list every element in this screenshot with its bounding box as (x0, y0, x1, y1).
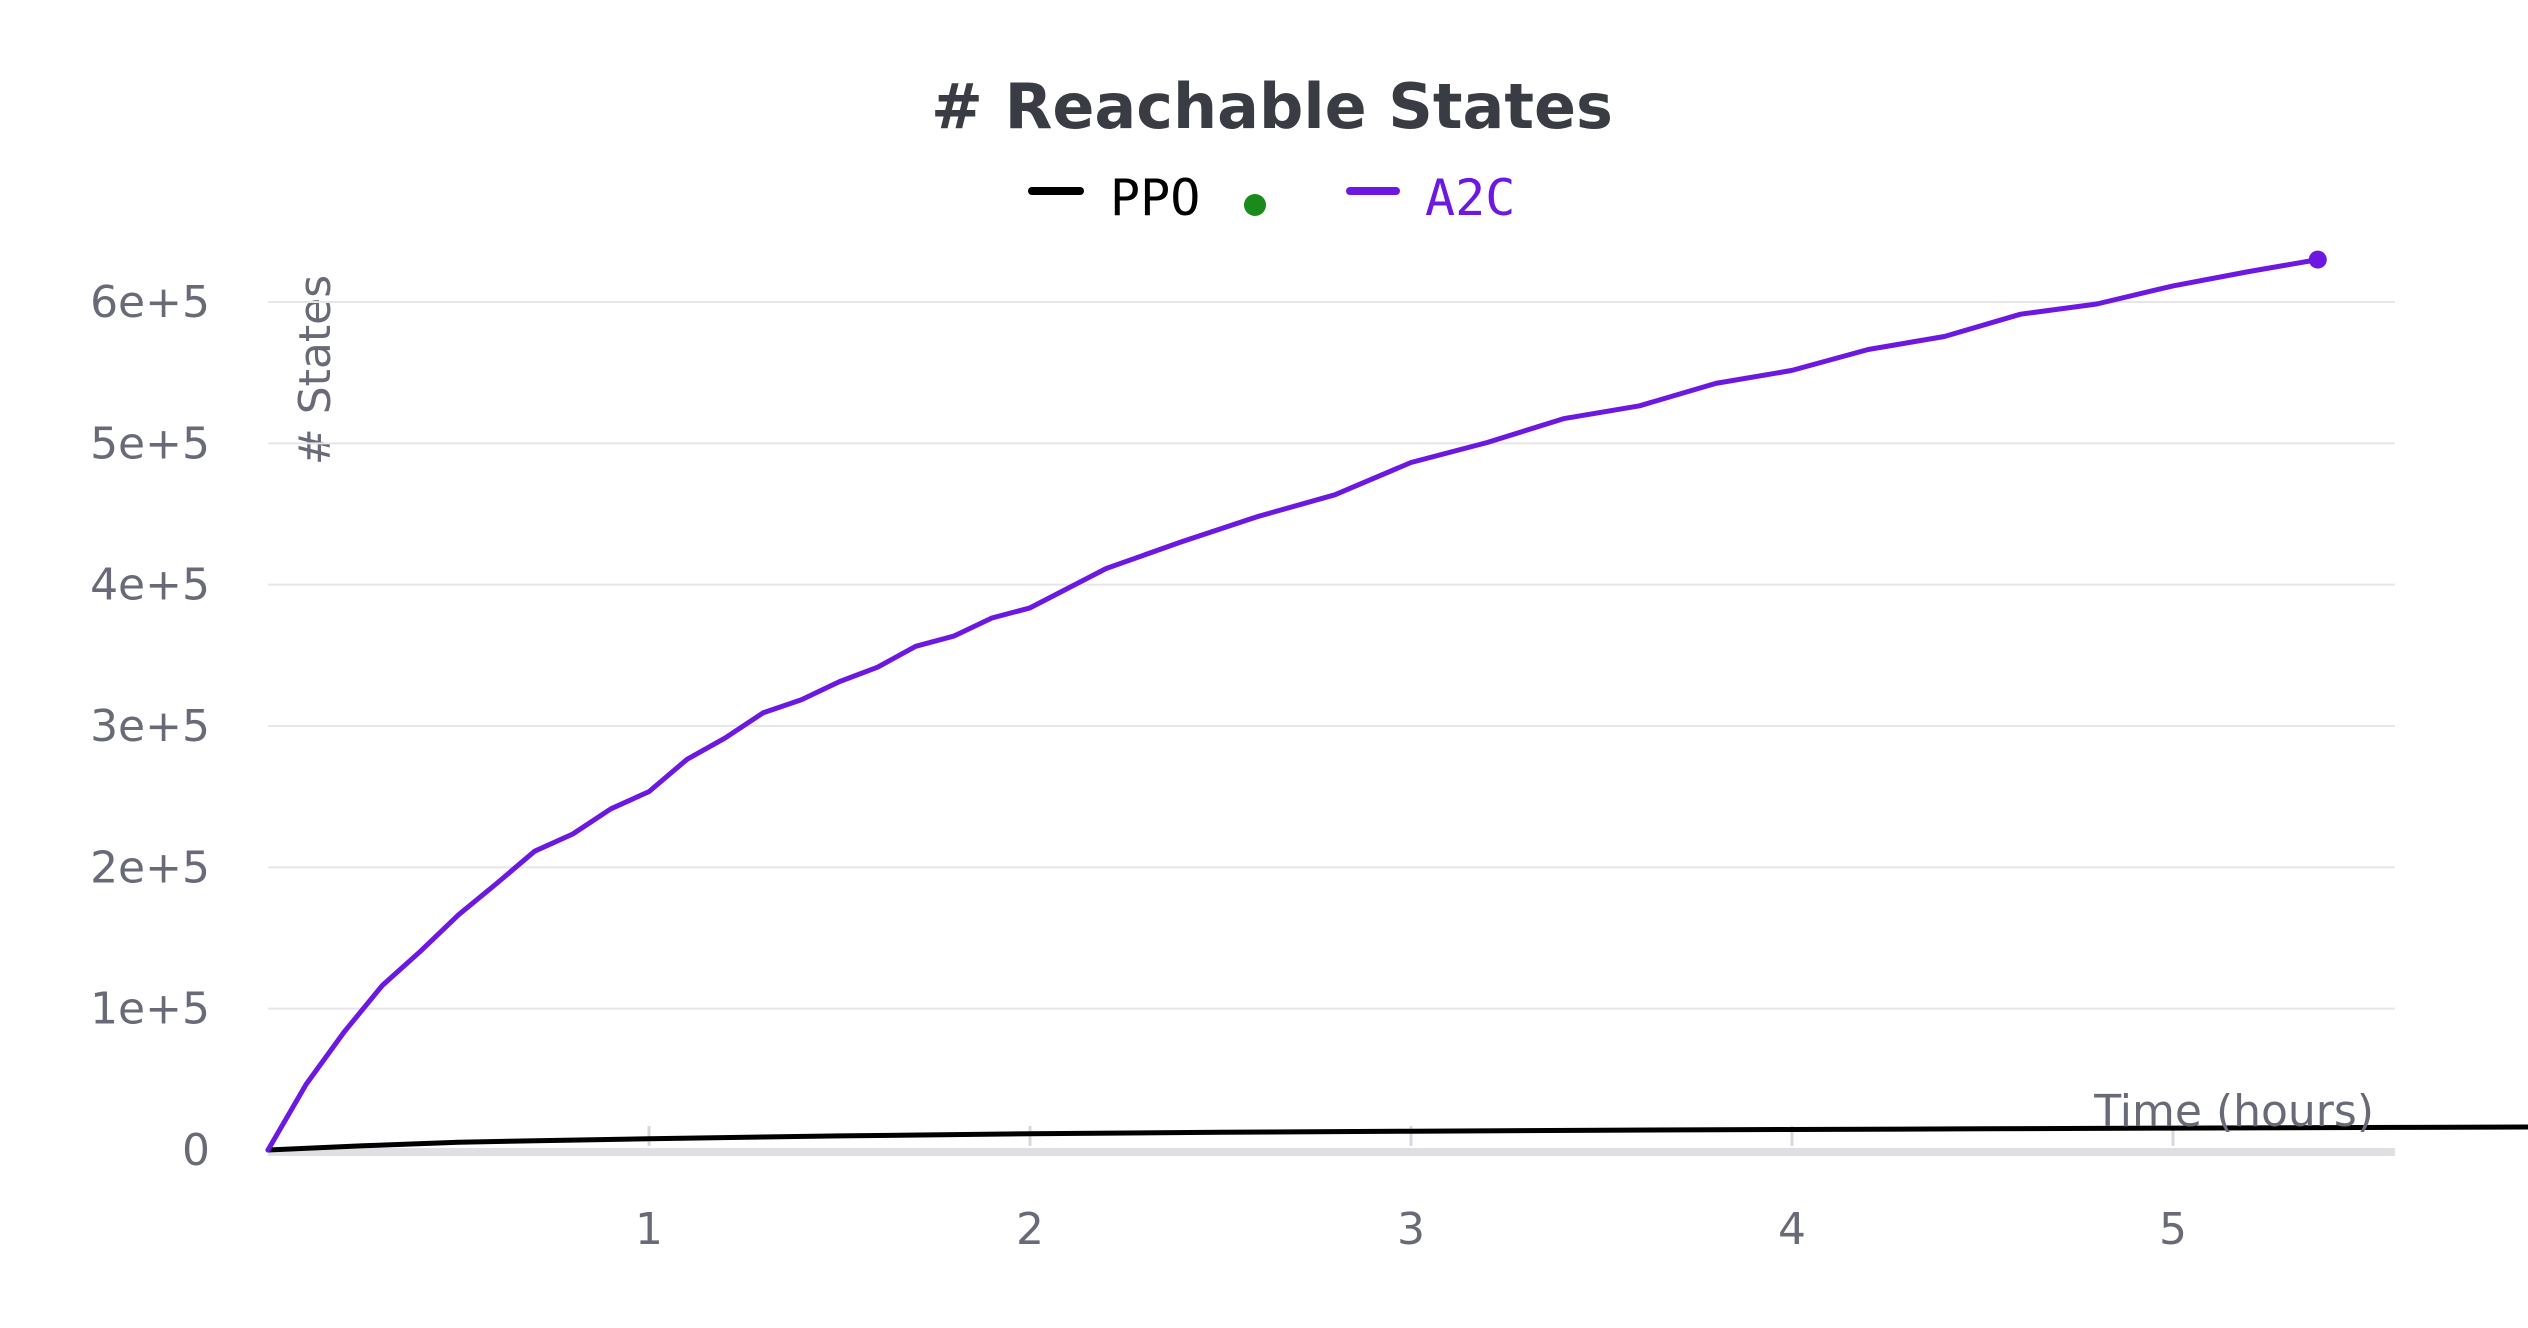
x-tick-label-3: 4 (1778, 1204, 1806, 1255)
legend-label-ppo: PPO (1110, 169, 1200, 227)
series-endpoint-a2c (2308, 250, 2327, 269)
x-tick-label-2: 3 (1397, 1204, 1425, 1255)
x-tick-label-1: 2 (1016, 1204, 1044, 1255)
series-line-ppo (265, 1124, 2528, 1153)
y-tick-label-1: 1e+5 (90, 984, 210, 1035)
legend-label-a2c: A2C (1425, 169, 1515, 227)
x-tick-label-0: 1 (635, 1204, 663, 1255)
legend-item-a2c[interactable]: A2C (1346, 169, 1515, 227)
y-tick-label-4: 4e+5 (90, 560, 210, 611)
legend-ppo-dot-icon (1244, 194, 1266, 216)
x-axis-title: Time (hours) (2093, 1086, 2374, 1137)
legend-item-ppo[interactable]: PPO (1028, 169, 1266, 227)
x-tick-label-4: 5 (2159, 1204, 2187, 1255)
y-tick-label-3: 3e+5 (90, 701, 210, 752)
y-tick-label-5: 5e+5 (90, 418, 210, 469)
y-tick-label-6: 6e+5 (90, 277, 210, 328)
series-lines (265, 250, 2528, 1153)
series-line-a2c (265, 257, 2321, 1153)
y-tick-label-2: 2e+5 (90, 842, 210, 893)
y-axis-title: # States (290, 275, 341, 465)
chart-title: # Reachable States (931, 70, 1613, 143)
x-axis-ticks: 1 2 3 4 5 (635, 1126, 2187, 1255)
y-axis-ticks: 0 1e+5 2e+5 3e+5 4e+5 5e+5 6e+5 (90, 277, 210, 1176)
legend: PPO A2C (1028, 169, 1515, 227)
y-tick-label-0: 0 (182, 1125, 210, 1176)
gridlines (268, 301, 2395, 1156)
